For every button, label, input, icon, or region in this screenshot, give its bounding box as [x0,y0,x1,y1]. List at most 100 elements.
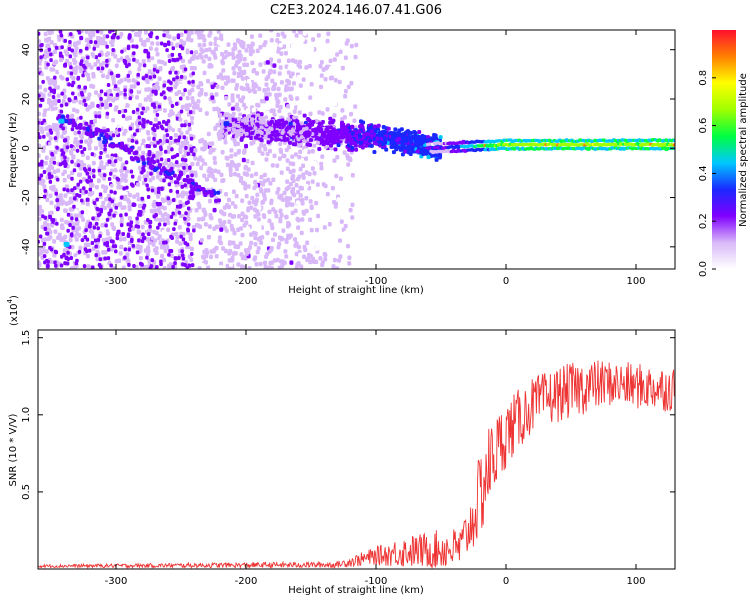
spectrogram-cell [303,132,308,137]
spectrogram-cell [55,145,59,150]
spectrogram-cell [254,262,259,267]
spectrogram-cell [342,242,347,248]
spectrogram-cell [38,93,41,98]
spectrogram-cell [137,115,142,120]
spectrogram-cell [193,147,198,153]
spectrogram-cell [86,179,90,184]
spectrogram-cell [97,262,102,267]
spectrogram-cell [272,258,277,263]
spectrogram-cell [61,172,65,177]
spectrogram-cell [64,184,69,189]
spectrogram-cell [122,186,126,191]
spectrogram-cell [166,227,171,233]
spectrogram-cell [308,95,313,100]
spectrogram-cell [236,262,241,267]
spectrogram-cell [90,204,95,209]
spectrogram-cell [292,115,297,120]
spectrogram-cell [66,212,71,217]
spectrogram-cell [286,144,291,150]
spectrogram-cell [145,37,150,43]
spectrogram-cell [328,76,333,81]
spectrogram-cell [288,181,293,187]
spectrogram-cell [123,255,127,260]
spectrogram-cell [288,121,293,126]
spectrogram-cell [84,139,89,144]
spectrogram-cell [156,202,160,207]
spectrogram-cell [79,213,84,219]
spectrogram-cell [42,170,47,175]
spectrogram-cell [147,144,151,149]
spectrogram-cell [143,30,148,35]
spectrogram-cell [156,170,160,175]
spectrogram-cell [269,30,274,33]
spectrogram-cell [343,88,348,94]
spectrogram-cell [128,96,133,101]
spectrogram-cell [299,186,304,191]
spectrogram-cell [168,168,173,173]
spectrogram-cell [245,159,250,164]
spectrogram-cell [146,194,151,199]
spectrogram-cell [149,121,153,126]
spectrogram-cell [109,40,113,45]
spectrogram-cell [308,259,313,265]
spectrogram-cell [72,196,77,201]
spectrogram-cell [113,167,118,173]
spectrogram-cell [236,117,241,122]
spectrogram-cell [48,235,53,240]
spectrogram-cell [403,149,408,154]
spectrogram-cell [55,85,60,90]
spectrogram-cell [191,71,195,76]
spectrogram-cell [200,35,205,40]
spectrogram-cell [252,68,257,73]
spectrogram-cell [291,142,296,147]
spectrogram-cell [178,96,183,101]
spectrogram-cell [49,259,54,265]
spectrogram-cell [278,141,283,146]
spectrogram-cell [228,113,233,118]
spectrogram-cell [80,210,85,215]
spectrogram-cell [83,235,88,240]
spectrogram-cell [201,187,206,192]
spectrogram-cell [99,96,103,101]
spectrogram-cell [290,128,295,133]
spectrogram-cell [131,109,136,114]
spectrogram-cell [192,228,196,233]
spectrogram-cell [140,224,145,230]
spectrogram-cell [339,219,344,224]
spectrogram-cell [311,119,316,124]
spectrogram-cell [308,217,313,222]
spectrogram-cell [49,52,53,57]
spectrogram-cell [120,49,124,54]
spectrogram-cell [264,82,269,87]
spectrogram-cell [89,178,93,183]
spectrogram-cell [103,147,107,152]
spectrogram-cell [63,62,68,67]
spectrogram-cell [268,181,273,186]
spectrogram-cell [268,261,273,266]
spectrogram-cell [155,69,160,74]
spectrogram-cell [166,171,171,176]
spectrogram-cell [236,173,241,178]
spectrogram-cell [38,143,42,149]
spectrogram-cell [78,48,83,53]
spectrogram-cell [117,258,122,264]
spectrogram-cell [267,92,272,97]
spectrogram-cell [285,137,290,142]
spectrogram-cell [320,262,325,268]
spectrogram-cell [298,149,303,154]
spectrogram-cell [106,51,111,56]
spectrogram-cell [259,98,264,104]
spectrogram-cell [245,86,250,92]
spectrogram-cell [193,170,198,176]
spectrogram-cell [63,164,68,169]
spectrogram-cell [51,67,56,72]
spectrogram-cell [122,236,127,242]
spectrogram-cell [72,51,77,56]
spectrogram-cell [151,202,156,207]
spectrogram-cell [183,158,188,163]
spectrogram-cell [46,62,50,67]
spectrogram-cell [78,122,83,127]
spectrogram-cell [84,189,88,194]
spectrogram-cell [157,76,162,81]
spectrogram-cell [263,264,268,269]
